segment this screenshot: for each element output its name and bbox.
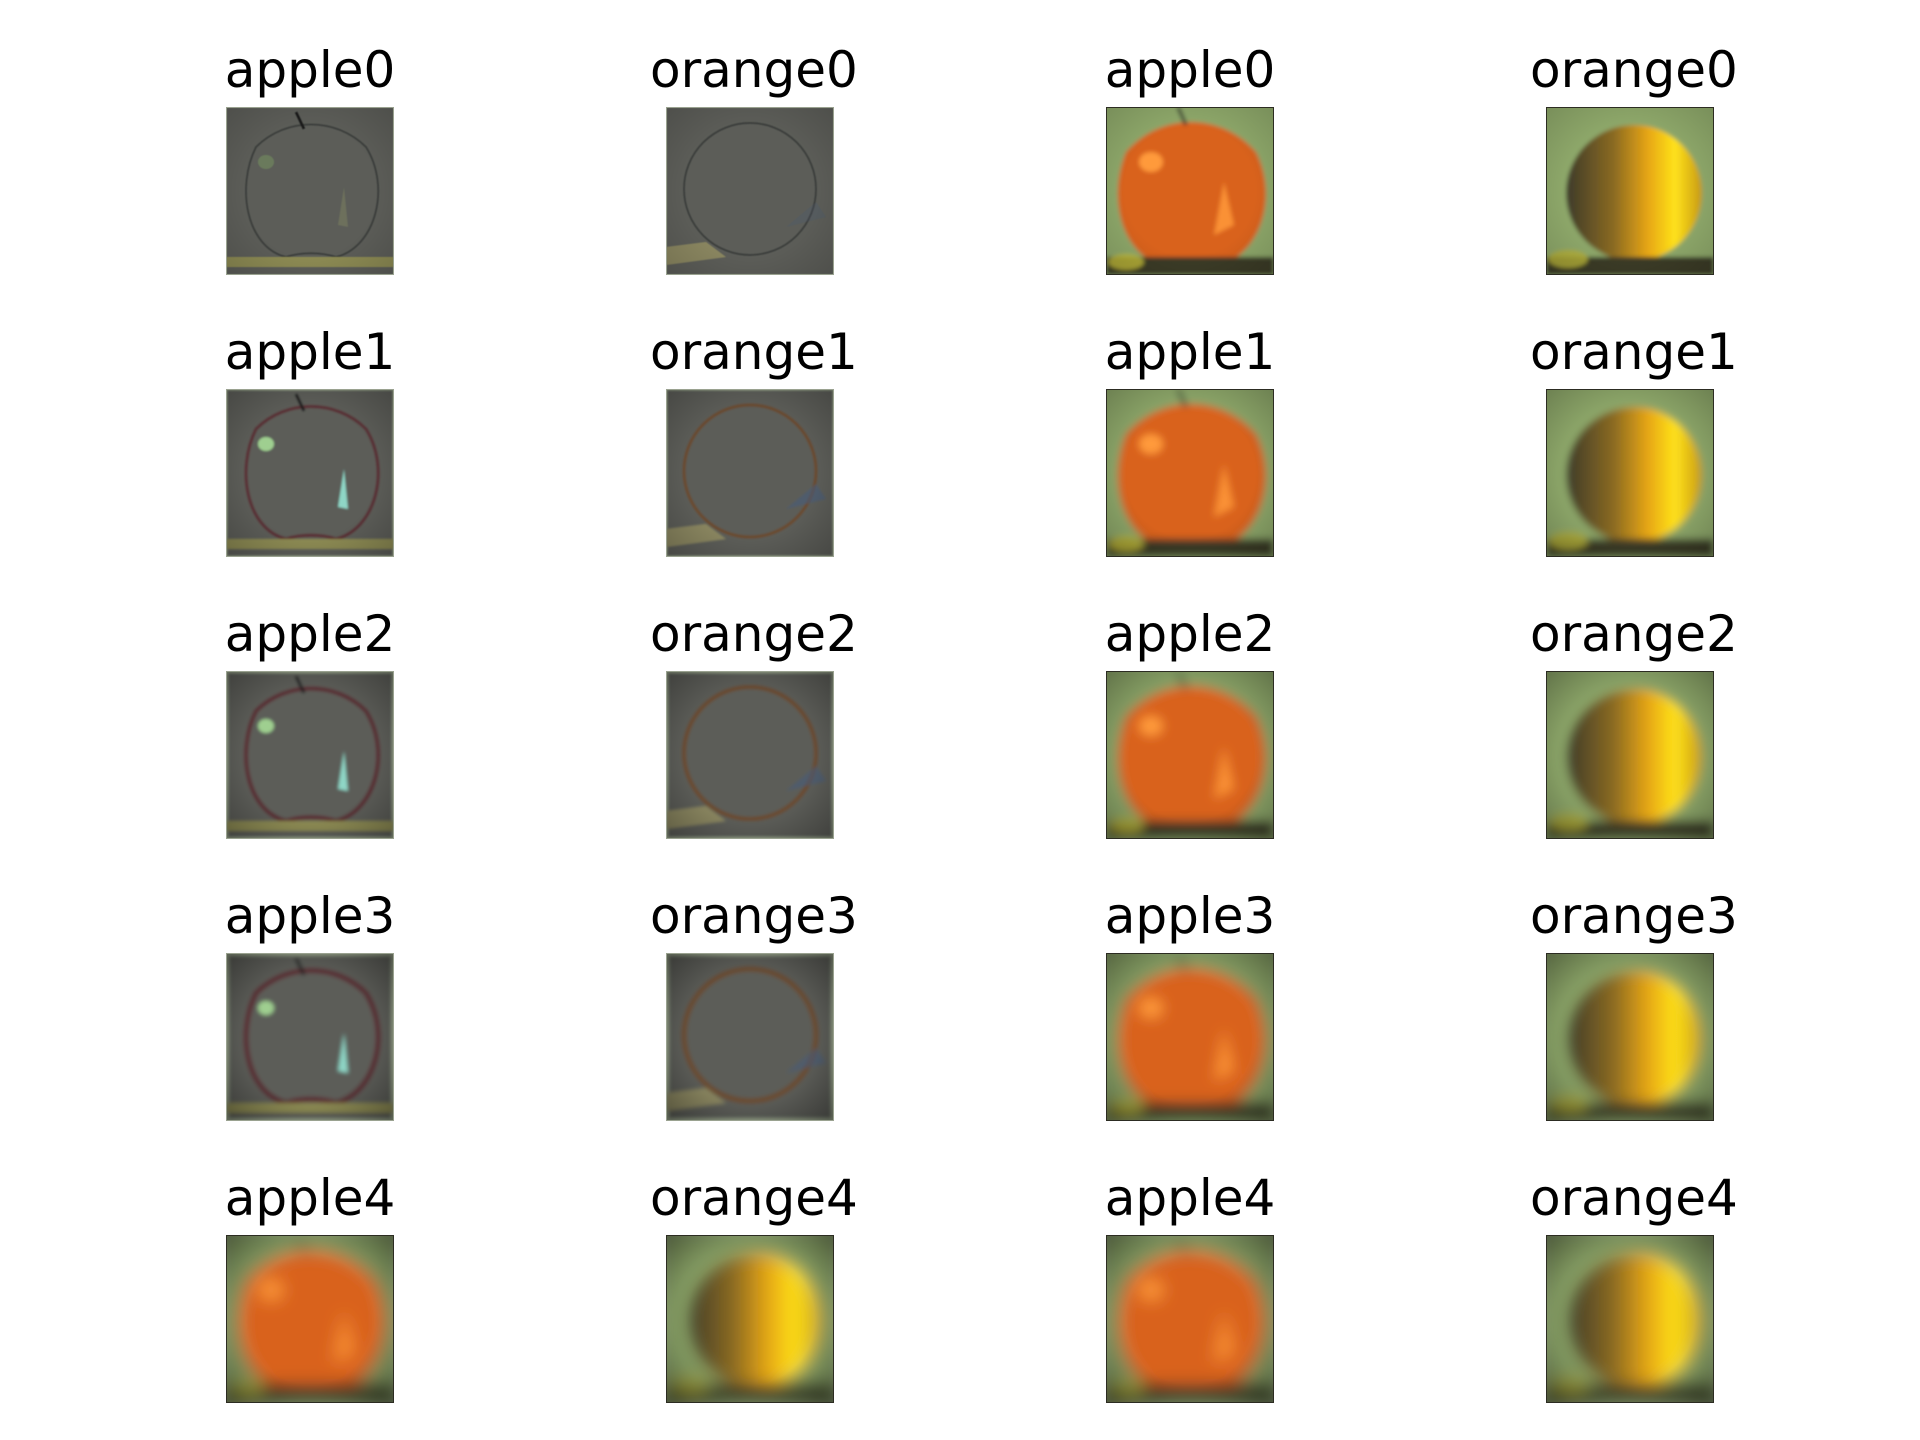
panel-title: apple1 xyxy=(224,323,396,381)
apple-laplacian-panel-level-4: apple4 xyxy=(210,1168,410,1403)
apple-laplacian-level-2-image xyxy=(226,671,394,839)
panel-title: apple2 xyxy=(224,605,396,663)
panel-title: orange0 xyxy=(1530,41,1738,99)
orange-gaussian-level-1-image xyxy=(1546,389,1714,557)
panel-title: apple4 xyxy=(1104,1169,1276,1227)
orange-gaussian-panel-level-3: orange3 xyxy=(1530,886,1738,1121)
panel-title: apple3 xyxy=(1104,887,1276,945)
orange-laplacian-level-1-image xyxy=(666,389,834,557)
panel-title: orange3 xyxy=(650,887,858,945)
panel-title: orange4 xyxy=(1530,1169,1738,1227)
apple-laplacian-panel-level-2: apple2 xyxy=(210,604,410,839)
apple-gaussian-panel-level-2: apple2 xyxy=(1090,604,1290,839)
panel-title: orange1 xyxy=(650,323,858,381)
panel-title: apple1 xyxy=(1104,323,1276,381)
apple-gaussian-panel-level-3: apple3 xyxy=(1090,886,1290,1121)
orange-gaussian-panel-level-2: orange2 xyxy=(1530,604,1738,839)
orange-gaussian-level-4-image xyxy=(1546,1235,1714,1403)
orange-gaussian-level-3-image xyxy=(1546,953,1714,1121)
orange-laplacian-level-2-image xyxy=(666,671,834,839)
orange-gaussian-panel-level-0: orange0 xyxy=(1530,40,1738,275)
orange-laplacian-level-3-image xyxy=(666,953,834,1121)
apple-gaussian-level-1-image xyxy=(1106,389,1274,557)
apple-gaussian-level-2-image xyxy=(1106,671,1274,839)
apple-gaussian-level-4-image xyxy=(1106,1235,1274,1403)
orange-laplacian-panel-level-1: orange1 xyxy=(650,322,858,557)
panel-title: apple2 xyxy=(1104,605,1276,663)
orange-laplacian-level-4-image xyxy=(666,1235,834,1403)
apple-gaussian-level-3-image xyxy=(1106,953,1274,1121)
orange-gaussian-level-0-image xyxy=(1546,107,1714,275)
orange-laplacian-panel-level-0: orange0 xyxy=(650,40,858,275)
panel-title: apple4 xyxy=(224,1169,396,1227)
panel-title: orange0 xyxy=(650,41,858,99)
orange-laplacian-panel-level-2: orange2 xyxy=(650,604,858,839)
panel-title: apple0 xyxy=(224,41,396,99)
orange-gaussian-panel-level-1: orange1 xyxy=(1530,322,1738,557)
apple-laplacian-panel-level-3: apple3 xyxy=(210,886,410,1121)
orange-laplacian-panel-level-4: orange4 xyxy=(650,1168,858,1403)
apple-laplacian-level-0-image xyxy=(226,107,394,275)
apple-gaussian-panel-level-4: apple4 xyxy=(1090,1168,1290,1403)
panel-title: apple3 xyxy=(224,887,396,945)
apple-gaussian-level-0-image xyxy=(1106,107,1274,275)
apple-laplacian-level-3-image xyxy=(226,953,394,1121)
apple-laplacian-panel-level-1: apple1 xyxy=(210,322,410,557)
apple-laplacian-level-4-image xyxy=(226,1235,394,1403)
panel-title: orange2 xyxy=(650,605,858,663)
orange-laplacian-level-0-image xyxy=(666,107,834,275)
panel-title: orange4 xyxy=(650,1169,858,1227)
apple-laplacian-panel-level-0: apple0 xyxy=(210,40,410,275)
orange-gaussian-panel-level-4: orange4 xyxy=(1530,1168,1738,1403)
apple-gaussian-panel-level-0: apple0 xyxy=(1090,40,1290,275)
panel-title: apple0 xyxy=(1104,41,1276,99)
apple-laplacian-level-1-image xyxy=(226,389,394,557)
orange-laplacian-panel-level-3: orange3 xyxy=(650,886,858,1121)
orange-gaussian-level-2-image xyxy=(1546,671,1714,839)
panel-title: orange2 xyxy=(1530,605,1738,663)
panel-title: orange1 xyxy=(1530,323,1738,381)
panel-title: orange3 xyxy=(1530,887,1738,945)
apple-gaussian-panel-level-1: apple1 xyxy=(1090,322,1290,557)
